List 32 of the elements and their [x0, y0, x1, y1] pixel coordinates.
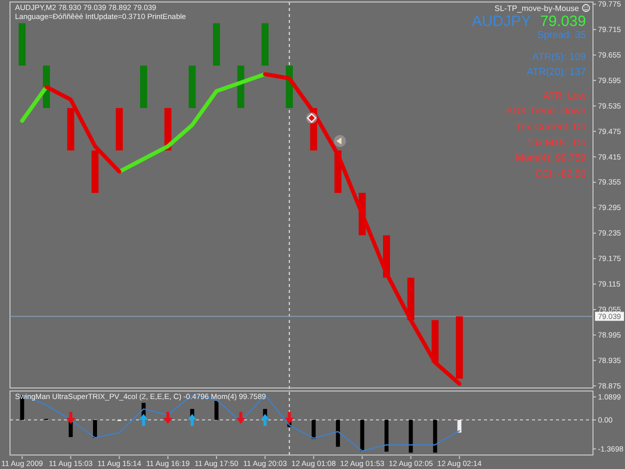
annotation: Trix M15 : Dn [526, 138, 586, 149]
annotation: ATR: Low [542, 91, 587, 102]
annotation: Trix Current: Dn [515, 122, 586, 133]
bar [407, 278, 414, 320]
bar [18, 23, 26, 66]
annotation: CCI: -82.50 [534, 169, 586, 180]
bar [140, 66, 148, 108]
annotation: Mom(4): 99.759 [515, 153, 586, 164]
annotation: ATR(20): 137 [526, 67, 586, 78]
bar [93, 420, 98, 438]
bar [384, 420, 389, 452]
bar [432, 320, 439, 363]
annotation: 79.039 [540, 13, 586, 30]
bar [408, 420, 413, 453]
bar [457, 420, 462, 433]
bar [312, 420, 316, 439]
annotation: SL-TP_move-by-Mouse [494, 4, 580, 13]
bar [92, 150, 99, 193]
bar [214, 400, 218, 420]
bar [360, 420, 364, 451]
bar [336, 420, 340, 447]
bar [433, 420, 438, 453]
bar [188, 66, 196, 108]
annotation: ATR(5): 109 [532, 52, 586, 63]
annotation: ADX Trend: Down [506, 106, 586, 117]
bar [262, 23, 269, 66]
bar [116, 108, 123, 150]
annotation: Spread: 35 [537, 30, 586, 41]
bar [67, 108, 74, 150]
annotation: AUDJPY [472, 13, 531, 30]
bar [237, 66, 244, 108]
bar [212, 23, 220, 66]
